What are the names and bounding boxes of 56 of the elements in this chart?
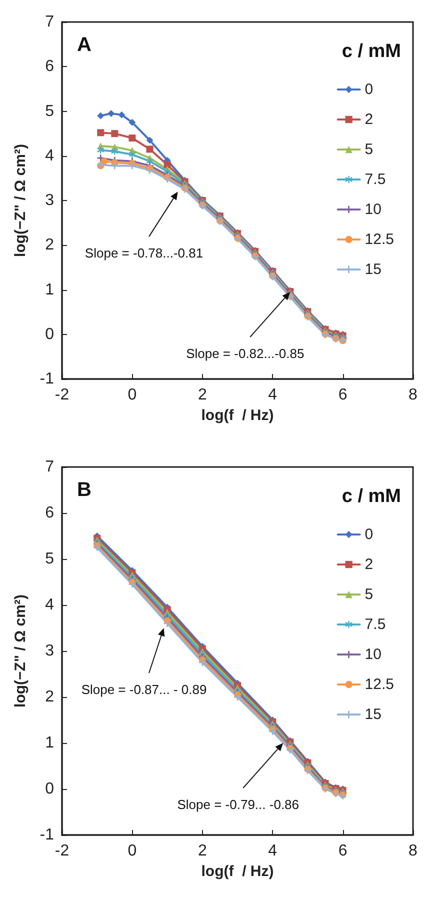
y-tick-label: 4 [45, 147, 54, 164]
legend-label: 10 [364, 646, 382, 663]
legend-label: 7.5 [364, 616, 386, 633]
annotation: Slope = -0.79... -0.86 [177, 797, 300, 812]
x-tick-label: 4 [268, 842, 278, 860]
y-tick-label: 0 [45, 326, 54, 343]
legend-label: 12.5 [364, 231, 394, 248]
y-tick-label: 3 [45, 642, 54, 660]
y-tick-label: 7 [45, 458, 54, 476]
y-tick-label: 2 [45, 688, 54, 706]
x-tick-label: 2 [198, 386, 207, 404]
y-tick-label: 0 [45, 780, 54, 798]
y-tick-label: 4 [45, 596, 54, 614]
x-tick-label: 6 [338, 386, 348, 404]
legend-label: 5 [364, 586, 374, 603]
annotation: Slope = -0.82...-0.85 [186, 346, 304, 361]
annotation: Slope = -0.78...-0.81 [84, 246, 204, 261]
x-tick-label: 8 [408, 386, 418, 404]
y-tick-label: 5 [45, 102, 54, 120]
x-tick-label: 4 [268, 386, 278, 404]
x-tick-label: -2 [54, 386, 70, 404]
legend-title: c / mM [342, 486, 401, 507]
text: B [77, 479, 92, 501]
y-tick-label: 1 [45, 734, 54, 752]
text: A [77, 34, 92, 56]
y-tick-label: 6 [45, 58, 54, 76]
legend-title: c / mM [342, 41, 401, 62]
x-tick-label: 0 [128, 386, 137, 404]
x-tick-label: 0 [128, 842, 137, 860]
x-axis-title: log(f / Hz) [201, 406, 274, 424]
legend-label: 2 [364, 556, 374, 573]
legend-label: 12.5 [364, 676, 394, 693]
y-axis-title: log(−Z" / Ω cm²) [12, 144, 29, 257]
legend-label: 7.5 [364, 171, 386, 188]
x-tick-label: 2 [198, 842, 207, 860]
y-tick-label: 5 [45, 550, 54, 568]
y-tick-label: 6 [45, 504, 54, 522]
x-tick-label: 6 [338, 842, 348, 860]
legend-label: 2 [364, 111, 374, 128]
y-tick-label: 7 [45, 14, 54, 30]
legend-label: 15 [364, 706, 382, 723]
legend-label: 0 [364, 526, 374, 543]
x-tick-label: -2 [54, 842, 70, 860]
y-tick-label: -1 [40, 370, 54, 388]
y-tick-label: 2 [45, 236, 54, 254]
x-axis-title: log(f / Hz) [201, 862, 274, 880]
y-axis-title: log(−Z" / Ω cm²) [12, 594, 29, 708]
legend-label: 10 [364, 201, 382, 218]
legend-label: 15 [364, 261, 382, 278]
annotation: Slope = -0.87... - 0.89 [81, 682, 207, 697]
legend-label: 5 [364, 141, 374, 158]
x-tick-label: 8 [408, 842, 418, 860]
y-tick-label: 1 [45, 281, 54, 298]
y-tick-label: -1 [40, 826, 54, 844]
legend-label: 0 [364, 81, 374, 98]
y-tick-label: 3 [45, 192, 54, 209]
